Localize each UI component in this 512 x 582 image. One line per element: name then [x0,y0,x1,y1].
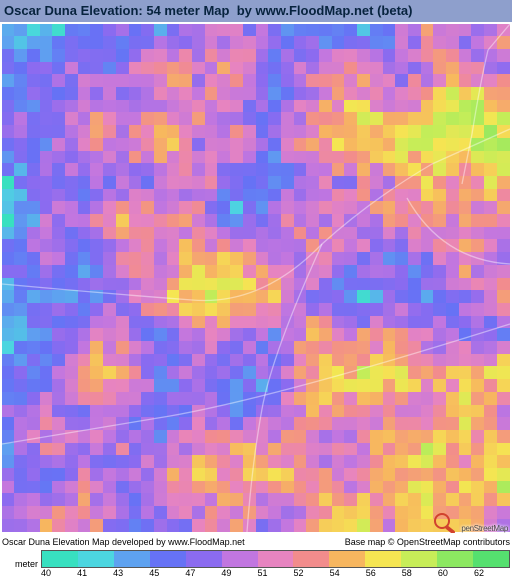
legend-swatch [437,551,473,567]
page-title-bar: Oscar Duna Elevation: 54 meter Map by ww… [0,0,512,22]
title-by-word: by [237,3,252,18]
elevation-legend: meter 40414345474951525456586062 [2,550,510,578]
legend-tick: 43 [113,568,149,579]
legend-tick: 54 [330,568,366,579]
legend-tick: 58 [402,568,438,579]
legend-swatch [114,551,150,567]
title-elev-value: 54 meter [146,3,199,18]
legend-swatch [78,551,114,567]
legend-tick: 41 [77,568,113,579]
title-site-link[interactable]: www.FloodMap.net [256,3,374,18]
legend-swatch [222,551,258,567]
legend-swatch [258,551,294,567]
legend-tick: 40 [41,568,77,579]
title-elev-label: Elevation: [81,3,143,18]
legend-swatch [365,551,401,567]
elevation-heatmap-canvas [2,24,510,532]
credits-strip: Oscar Duna Elevation Map developed by ww… [2,535,510,549]
legend-tick: 60 [438,568,474,579]
legend-unit-label: meter [2,559,41,569]
dev-credit: Oscar Duna Elevation Map developed by ww… [2,537,245,547]
legend-tick: 47 [185,568,221,579]
legend-tick: 51 [257,568,293,579]
basemap-credit: Base map © OpenStreetMap contributors [345,537,510,547]
legend-tick-labels: 40414345474951525456586062 [41,568,510,579]
legend-tick: 62 [474,568,510,579]
title-map-word: Map [203,3,229,18]
legend-tick: 49 [221,568,257,579]
elevation-map[interactable]: penStreetMap [2,24,510,535]
legend-tick: 56 [366,568,402,579]
legend-swatch [293,551,329,567]
legend-swatch [186,551,222,567]
legend-swatch [329,551,365,567]
legend-swatch [42,551,78,567]
legend-swatch [150,551,186,567]
title-beta: (beta) [377,3,412,18]
legend-color-scale [41,550,510,568]
title-place: Oscar Duna [4,3,77,18]
legend-tick: 52 [294,568,330,579]
legend-tick: 45 [149,568,185,579]
legend-swatch [401,551,437,567]
legend-swatch [473,551,509,567]
